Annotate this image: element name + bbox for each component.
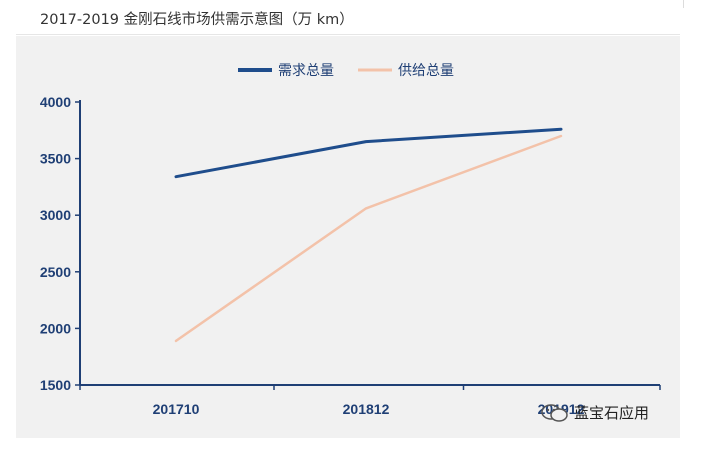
title-divider [16,34,680,35]
y-tick-label: 3000 [40,207,71,223]
watermark-text: 蓝宝石应用 [574,404,650,422]
chart-panel: 4000350030002500200015002017102018122019… [16,36,680,438]
y-tick-label: 3500 [40,151,71,167]
wechat-icon [541,404,568,422]
legend-label: 需求总量 [278,63,334,79]
page-title: 2017-2019 金刚石线市场供需示意图（万 km） [40,12,354,28]
line-chart: 4000350030002500200015002017102018122019… [40,63,661,417]
series-line-demand [174,127,563,179]
y-tick-label: 4000 [40,94,71,110]
watermark: 蓝宝石应用 [540,401,680,423]
series-line-supply [174,134,563,343]
y-tick-label: 1500 [40,377,71,393]
y-tick-label: 2000 [40,320,71,336]
x-tick-label: 201812 [343,401,390,417]
x-tick-label: 201710 [153,401,200,417]
corner-rule [683,0,684,8]
y-tick-label: 2500 [40,264,71,280]
legend-label: 供给总量 [398,63,454,79]
